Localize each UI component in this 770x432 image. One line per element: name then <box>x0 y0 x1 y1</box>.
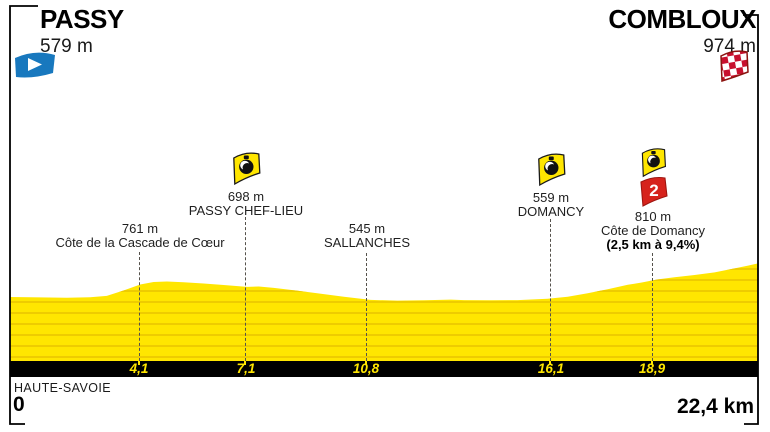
marker-name: Côte de Domancy <box>600 223 706 238</box>
category-2-climb-flag-icon: 2 <box>639 176 668 207</box>
km-label-10-8: 10,8 <box>352 361 380 376</box>
km-label-4-1: 4,1 <box>129 361 149 376</box>
marker-domancy: 559 m DOMANCY <box>518 151 584 219</box>
marker-elevation: 559 m <box>532 190 570 205</box>
category-number: 2 <box>649 181 658 200</box>
marker-elevation: 761 m <box>121 221 159 236</box>
total-distance-label: 22,4 km <box>676 395 754 418</box>
marker-name: PASSY CHEF-LIEU <box>188 203 304 218</box>
km-axis-ticks <box>138 361 653 365</box>
finish-city-name: COMBLOUX <box>608 4 756 34</box>
marker-cote-de-domancy: 2 810 m Côte de Domancy (2,5 km à 9,4%) <box>601 146 705 252</box>
marker-elevation: 545 m <box>348 221 386 236</box>
marker-elevation: 810 m <box>634 209 672 224</box>
marker-name: SALLANCHES <box>324 235 410 250</box>
stopwatch-flag-icon <box>641 148 666 178</box>
start-city-name: PASSY <box>40 4 124 34</box>
km-label-16-1: 16,1 <box>537 361 565 376</box>
km-label-18-9: 18,9 <box>638 361 666 376</box>
elevation-profile-area <box>10 263 758 361</box>
stopwatch-flag-icon <box>537 153 566 187</box>
marker-name: Côte de la Cascade de Cœur <box>55 235 225 250</box>
climb-detail: (2,5 km à 9,4%) <box>606 237 700 252</box>
dashed-marker-line-cote-domancy <box>652 253 653 361</box>
marker-passy-chef-lieu: 698 m PASSY CHEF-LIEU <box>189 150 303 218</box>
start-flag-icon <box>15 52 55 78</box>
dashed-marker-line-domancy <box>550 219 551 361</box>
stopwatch-flag-icon <box>232 152 261 186</box>
start-city-block: PASSY 579 m <box>40 4 124 58</box>
region-label: HAUTE-SAVOIE <box>14 381 111 395</box>
start-city-elevation: 579 m <box>40 36 93 58</box>
left-frame-bracket <box>9 5 38 425</box>
start-km-label: 0 <box>13 393 25 416</box>
marker-cascade-de-coeur: 761 m Côte de la Cascade de Cœur <box>55 222 224 250</box>
dashed-marker-line-cascade <box>139 252 140 361</box>
km-axis-bar <box>10 361 758 377</box>
marker-name: DOMANCY <box>517 204 585 219</box>
dashed-marker-line-chef-lieu <box>245 217 246 361</box>
finish-checkered-flag-icon <box>720 50 749 82</box>
marker-sallanches: 545 m SALLANCHES <box>324 222 410 250</box>
right-frame-bracket <box>743 14 759 425</box>
marker-elevation: 698 m <box>227 189 265 204</box>
dashed-marker-line-sallanches <box>366 253 367 361</box>
km-label-7-1: 7,1 <box>236 361 256 376</box>
